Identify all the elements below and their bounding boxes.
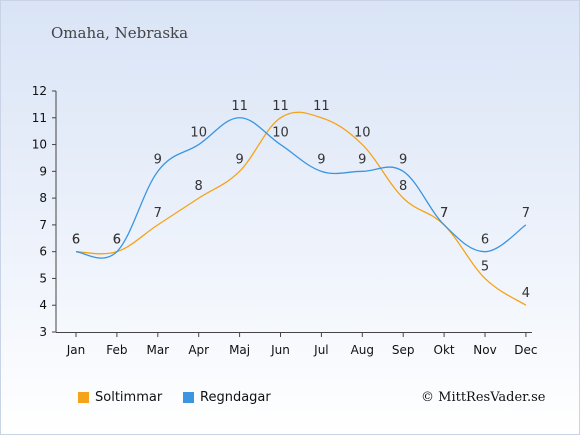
data-label-regndagar: 6 (72, 233, 80, 248)
data-label-regndagar: 7 (522, 206, 530, 221)
y-tick-label: 8 (39, 191, 47, 205)
y-tick-label: 10 (32, 138, 47, 152)
data-label-soltimmar: 8 (399, 179, 407, 194)
x-tick-label: Feb (106, 343, 127, 357)
series-line-soltimmar (75, 111, 527, 306)
copyright-text: © MittResVader.se (421, 390, 546, 405)
x-tick-label: Dec (514, 343, 537, 357)
data-label-regndagar: 6 (481, 233, 489, 248)
chart-axes: 3 4 5 6 7 8 9 10 11 12 Jan Feb Mar Apr Maj Jun Jul Aug Sep… (32, 84, 538, 357)
data-label-regndagar: 9 (317, 152, 325, 167)
data-label-soltimmar: 9 (235, 152, 243, 167)
chart-title: Omaha, Nebraska (51, 24, 189, 42)
data-label-regndagar: 9 (399, 152, 407, 167)
legend-label-regndagar: Regndagar (200, 390, 271, 405)
data-label-soltimmar: 5 (481, 259, 489, 274)
data-label-regndagar: 10 (272, 126, 289, 141)
x-tick-label: Sep (392, 343, 415, 357)
y-tick-label: 9 (39, 164, 47, 178)
y-tick-label: 4 (39, 298, 47, 312)
x-tick-label: Mar (146, 343, 169, 357)
data-label-regndagar: 6 (113, 233, 121, 248)
legend-swatch-soltimmar (78, 392, 89, 403)
data-label-regndagar: 7 (440, 206, 448, 221)
data-label-soltimmar: 4 (522, 286, 530, 301)
data-label-soltimmar: 11 (313, 99, 330, 114)
legend-item-soltimmar: Soltimmar (78, 390, 162, 405)
legend-swatch-regndagar (183, 392, 194, 403)
x-tick-label: Maj (229, 343, 250, 357)
y-tick-label: 7 (39, 218, 47, 232)
y-tick-label: 5 (39, 271, 47, 285)
data-label-regndagar: 11 (231, 99, 248, 114)
data-label-soltimmar: 8 (195, 179, 203, 194)
x-tick-label: Nov (473, 343, 496, 357)
chart-lines (75, 111, 527, 306)
x-tick-label: Jun (270, 343, 290, 357)
data-label-soltimmar: 11 (272, 99, 289, 114)
data-label-soltimmar: 7 (440, 206, 448, 221)
data-label-soltimmar: 7 (154, 206, 162, 221)
y-tick-label: 6 (39, 245, 47, 259)
legend-label-soltimmar: Soltimmar (95, 390, 163, 405)
x-tick-label: Aug (351, 343, 374, 357)
x-tick-label: Jul (313, 343, 328, 357)
data-label-regndagar: 9 (358, 152, 366, 167)
legend-item-regndagar: Regndagar (183, 390, 271, 405)
data-label-soltimmar: 10 (354, 126, 371, 141)
x-tick-label: Jan (66, 343, 86, 357)
y-tick-label: 3 (39, 325, 47, 339)
data-label-regndagar: 9 (154, 152, 162, 167)
y-tick-label: 12 (32, 84, 47, 98)
data-label-soltimmar: 6 (113, 233, 121, 248)
y-tick-label: 11 (32, 111, 47, 125)
data-label-regndagar: 10 (190, 126, 207, 141)
x-tick-label: Apr (188, 343, 209, 357)
data-label-soltimmar: 6 (72, 233, 80, 248)
series-line-regndagar (75, 117, 527, 259)
x-tick-label: Okt (434, 343, 455, 357)
